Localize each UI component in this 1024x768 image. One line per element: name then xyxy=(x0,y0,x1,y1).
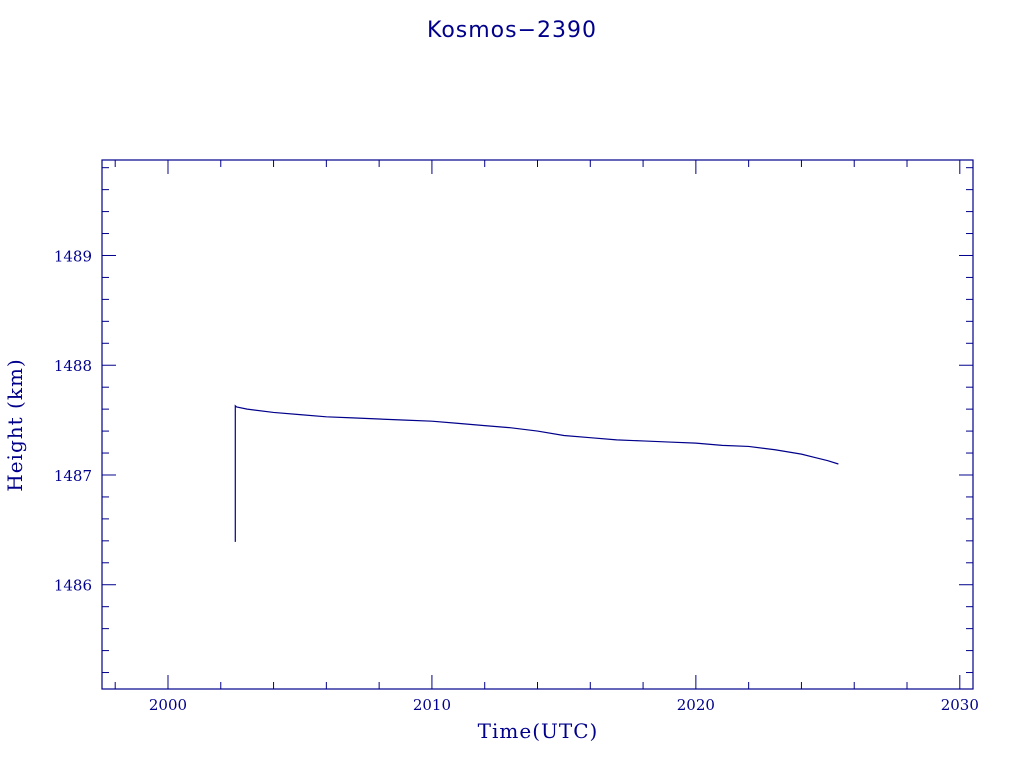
y-tick-label: 1488 xyxy=(54,357,92,375)
chart-title: Kosmos−2390 xyxy=(427,18,597,43)
x-tick-label: 2020 xyxy=(677,696,715,714)
x-tick-labels: 2000 2010 2020 2030 xyxy=(149,696,979,714)
y-axis-label: Height (km) xyxy=(3,358,27,491)
y-tick-labels: 1486 1487 1488 1489 xyxy=(54,247,92,594)
height-series-line xyxy=(234,404,839,542)
x-tick-label: 2030 xyxy=(941,696,979,714)
y-tick-label: 1489 xyxy=(54,247,92,265)
y-tick-label: 1487 xyxy=(54,467,92,485)
x-tick-label: 2000 xyxy=(149,696,187,714)
axis-ticks xyxy=(102,160,973,689)
y-tick-label: 1486 xyxy=(54,577,92,595)
plot-frame xyxy=(101,159,974,690)
x-tick-label: 2010 xyxy=(413,696,451,714)
x-axis-label: Time(UTC) xyxy=(478,719,599,743)
